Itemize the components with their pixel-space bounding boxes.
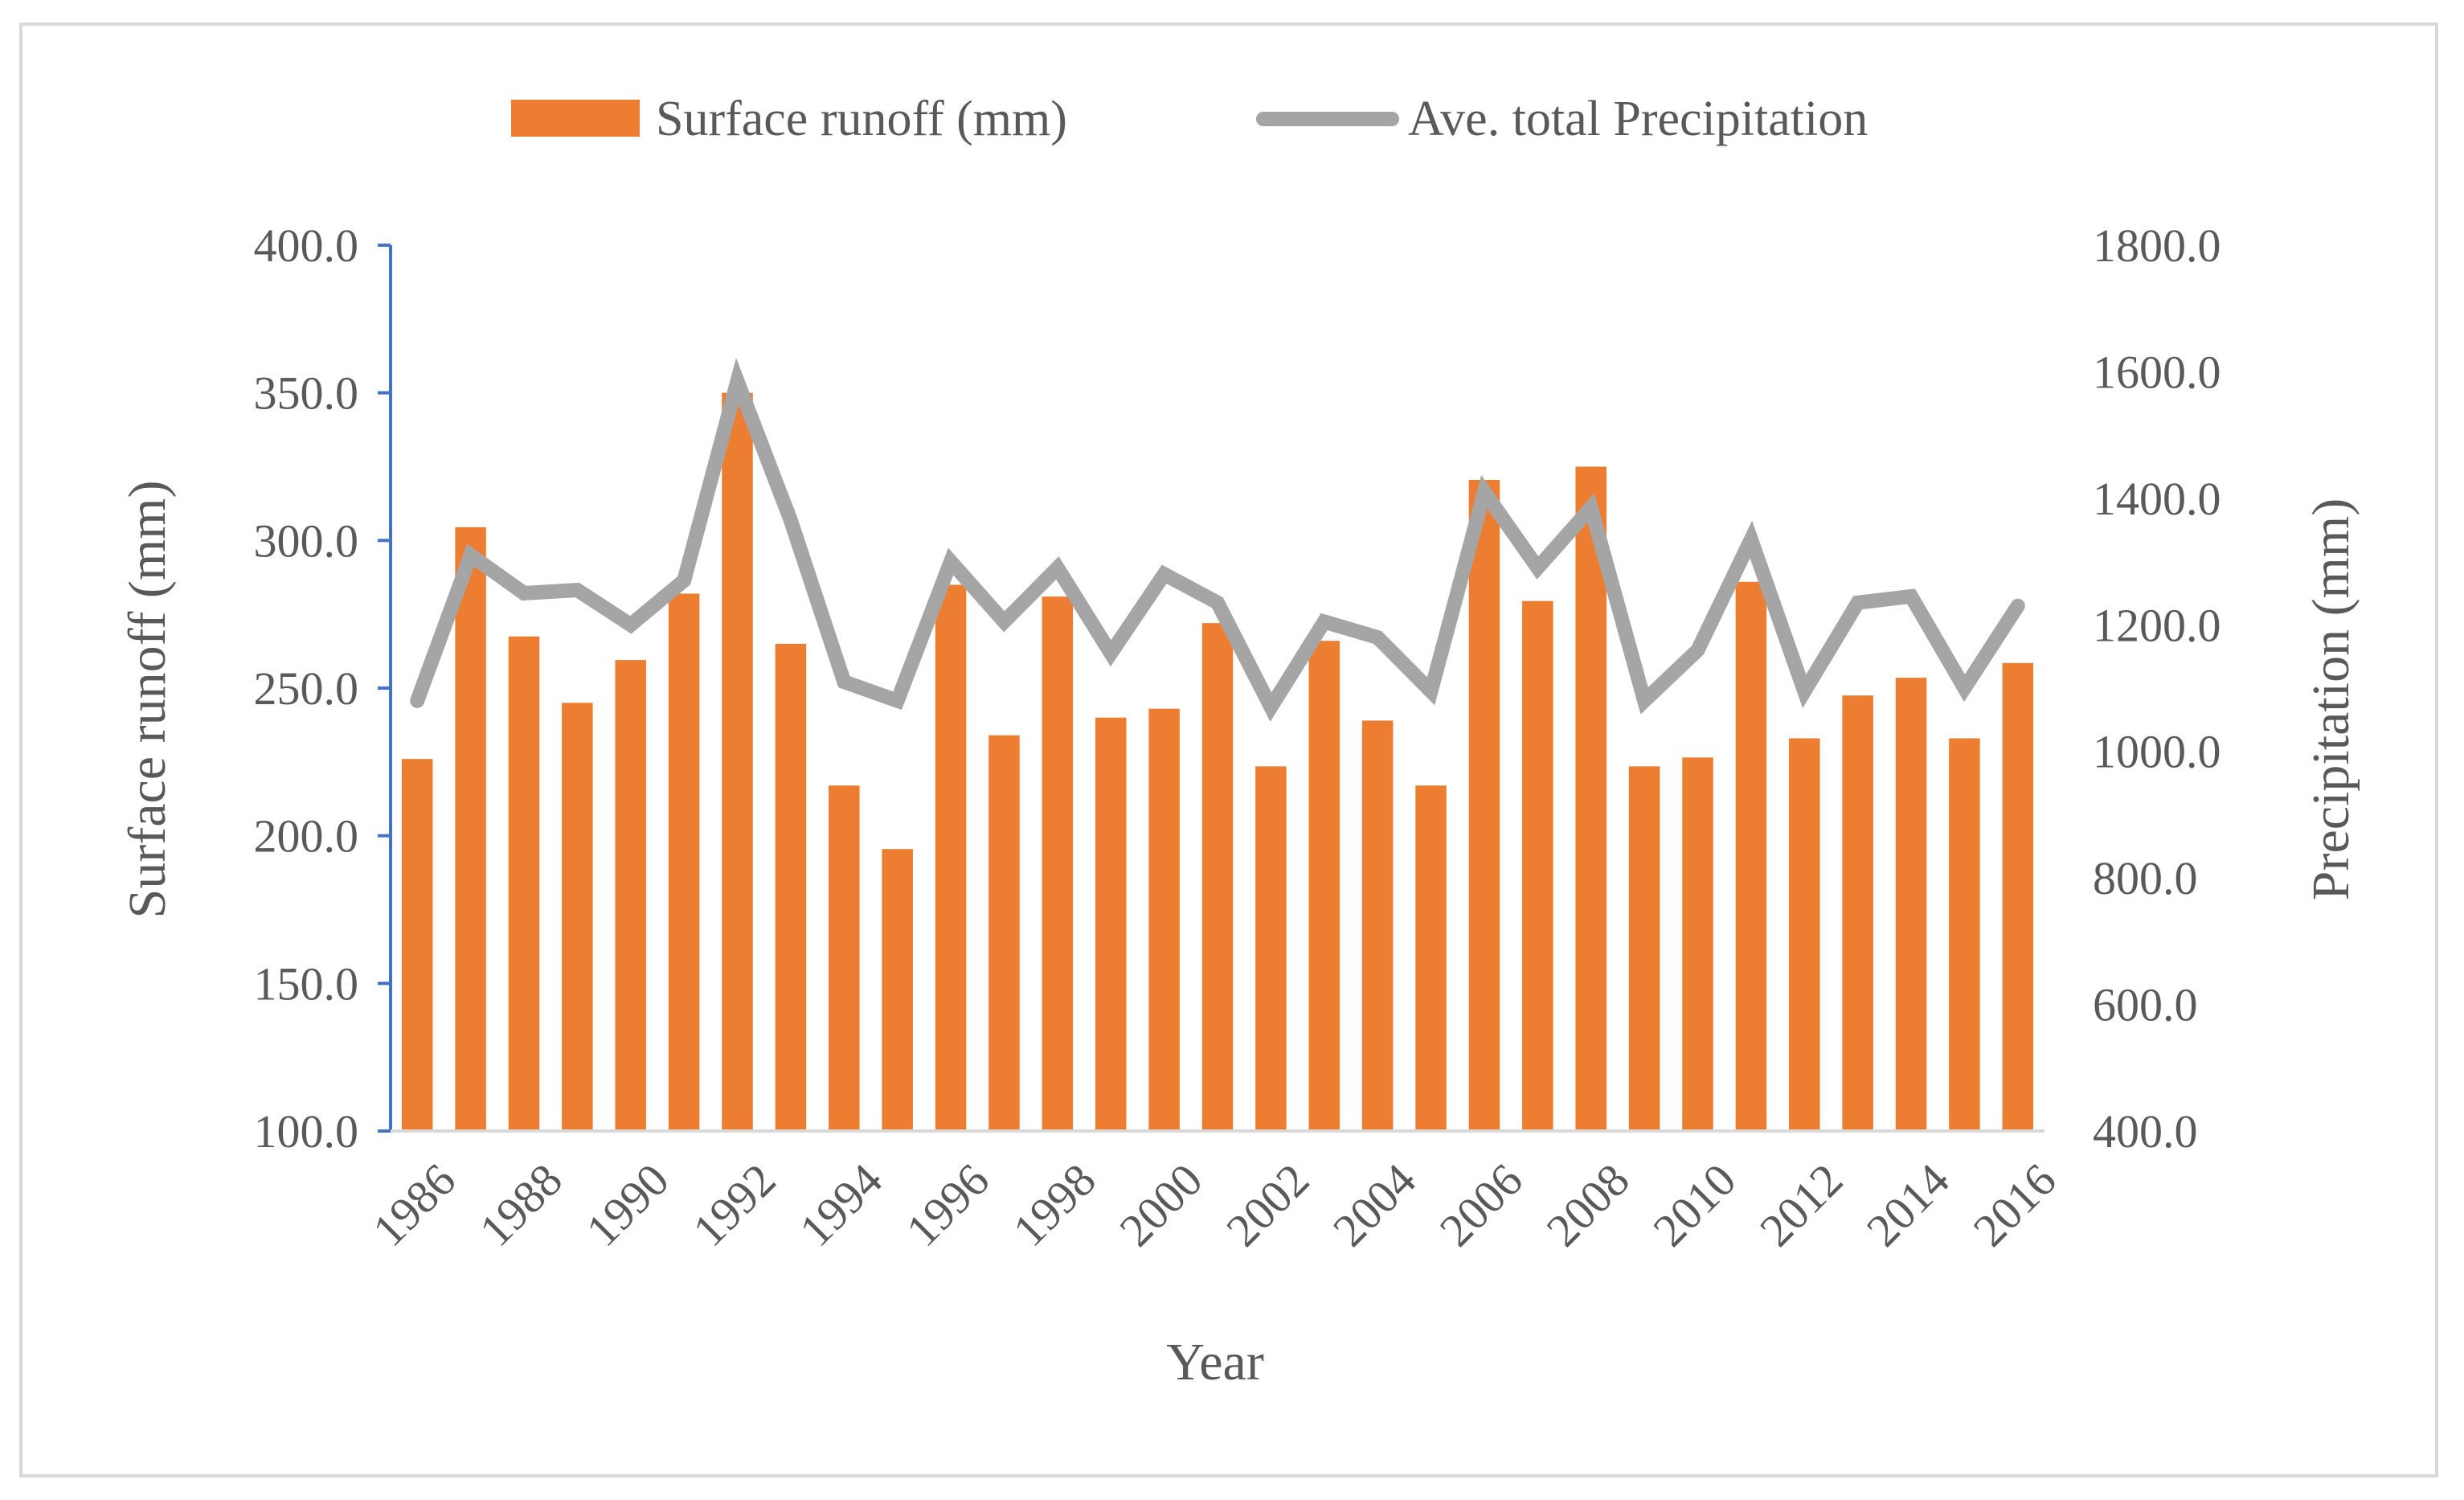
bar-1993 — [775, 643, 807, 1131]
bar-2009 — [1628, 766, 1660, 1131]
x-axis-title: Year — [1166, 1333, 1264, 1391]
y-axis-title: Surface runoff (mm) — [118, 481, 177, 919]
bar-1998 — [1042, 596, 1074, 1131]
bar-2001 — [1201, 623, 1234, 1131]
bar-1987 — [455, 527, 486, 1131]
left-tick-label: 150.0 — [254, 957, 359, 1010]
bar-2013 — [1842, 695, 1873, 1131]
x-tick-label: 2012 — [1750, 1154, 1852, 1256]
bar-1994 — [829, 785, 860, 1131]
right-tick-label: 1600.0 — [2093, 346, 2221, 398]
bar-1990 — [615, 660, 646, 1131]
legend: Surface runoff (mm) Ave. total Precipita… — [511, 92, 1868, 146]
bar-1997 — [988, 735, 1020, 1131]
bar-1992 — [722, 392, 753, 1132]
right-tick-label: 1000.0 — [2093, 726, 2221, 778]
x-tick-label: 2006 — [1430, 1154, 1533, 1256]
bar-1989 — [562, 703, 593, 1131]
bar-2004 — [1361, 720, 1394, 1131]
x-tick-label: 2004 — [1323, 1154, 1426, 1256]
bar-2000 — [1148, 708, 1180, 1131]
x-tick-label: 1990 — [576, 1154, 679, 1256]
left-axis-ticks: 100.0 150.0 200.0 250.0 300.0 350.0 400.0 — [254, 219, 391, 1158]
bar-2008 — [1575, 466, 1607, 1131]
x-tick-label: 1998 — [1003, 1154, 1106, 1256]
right-tick-label: 400.0 — [2093, 1105, 2198, 1158]
x-tick-label: 1994 — [789, 1154, 892, 1256]
bar-1995 — [882, 849, 913, 1131]
x-tick-label: 1986 — [362, 1154, 465, 1256]
legend-label-runoff: Surface runoff (mm) — [656, 92, 1067, 146]
runoff-bars — [401, 392, 2034, 1132]
x-tick-label: 1996 — [896, 1154, 999, 1256]
bar-2007 — [1522, 600, 1553, 1131]
left-tick-label: 200.0 — [254, 810, 359, 863]
bar-2005 — [1415, 785, 1447, 1131]
bar-2002 — [1255, 766, 1287, 1131]
x-tick-label: 2014 — [1856, 1154, 1959, 1256]
left-tick-label: 300.0 — [254, 514, 359, 567]
right-tick-label: 1200.0 — [2093, 599, 2221, 651]
right-tick-label: 1400.0 — [2093, 473, 2221, 525]
left-tick-label: 250.0 — [254, 662, 359, 715]
x-tick-label: 1992 — [682, 1154, 785, 1256]
right-axis-ticks: 400.0 600.0 800.0 1000.0 1200.0 1400.0 1600.0 1… — [2093, 219, 2221, 1158]
bar-2016 — [2002, 662, 2034, 1131]
bar-2015 — [1949, 738, 1980, 1131]
precipitation-line-layer — [410, 358, 2025, 722]
x-tick-label: 2000 — [1110, 1154, 1213, 1256]
bar-2012 — [1789, 738, 1820, 1131]
bar-2014 — [1895, 678, 1927, 1131]
bar-1996 — [935, 584, 967, 1131]
bar-2003 — [1308, 641, 1340, 1131]
bar-1999 — [1095, 717, 1127, 1131]
left-tick-label: 350.0 — [254, 367, 359, 420]
bar-2010 — [1682, 757, 1713, 1131]
x-tick-label: 2016 — [1963, 1154, 2066, 1256]
right-tick-label: 600.0 — [2093, 979, 2198, 1031]
bar-2011 — [1735, 581, 1767, 1131]
left-tick-label: 100.0 — [254, 1105, 359, 1158]
legend-label-precipitation: Ave. total Precipitation — [1408, 92, 1868, 146]
bar-2006 — [1468, 480, 1500, 1131]
bar-1991 — [668, 593, 700, 1131]
x-tick-label: 2002 — [1216, 1154, 1319, 1256]
bar-1988 — [508, 636, 540, 1131]
x-tick-label: 2008 — [1537, 1154, 1639, 1256]
y2-axis-title: Precipitation (mm) — [2302, 498, 2360, 900]
left-tick-label: 400.0 — [254, 219, 359, 272]
right-tick-label: 1800.0 — [2093, 219, 2221, 272]
legend-swatch-runoff — [511, 100, 640, 137]
x-axis-ticks: 1986 1988 1990 1992 1994 1996 1998 2000 2002 2004… — [362, 1154, 2066, 1256]
right-tick-label: 800.0 — [2093, 852, 2198, 904]
x-tick-label: 2010 — [1643, 1154, 1746, 1256]
x-tick-label: 1988 — [469, 1154, 572, 1256]
bar-1986 — [401, 759, 433, 1131]
